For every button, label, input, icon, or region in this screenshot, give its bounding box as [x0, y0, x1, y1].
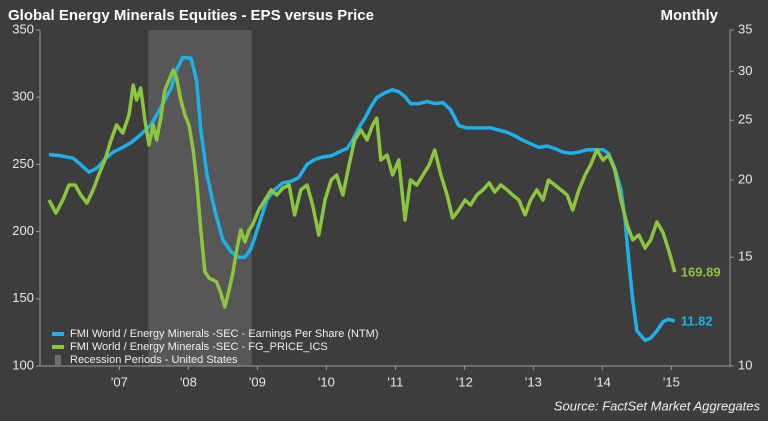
end-value-label: 11.82: [681, 314, 713, 329]
legend-label: Recession Periods - United States: [70, 354, 238, 366]
end-value-label: 169.89: [681, 265, 721, 280]
x-tick-label: '13: [525, 374, 542, 389]
y-tick-label: 250: [12, 156, 34, 171]
y-tick-label: 100: [12, 357, 34, 372]
series-line: [48, 55, 676, 343]
x-tick-label: '08: [180, 374, 197, 389]
legend-label: FMI World / Energy Minerals -SEC - FG_PR…: [70, 341, 328, 353]
y-tick-label: 150: [12, 290, 34, 305]
y-tick-label: 350: [12, 21, 34, 36]
legend-swatch: [52, 345, 64, 349]
legend-swatch: [55, 355, 61, 365]
y2-tick-label: 25: [738, 112, 752, 127]
y2-tick-label: 15: [738, 249, 752, 264]
source: Source: FactSet Market Aggregates: [554, 398, 761, 413]
plot-area: 100 150 200 250 300 350 10 15 20 25 30 35 '07 '08 '09 '…: [12, 21, 752, 389]
x-tick-label: '07: [111, 374, 128, 389]
legend-swatch: [52, 332, 64, 336]
chart-subtitle: Monthly: [661, 7, 719, 24]
x-tick-label: '15: [663, 374, 680, 389]
x-tick-label: '11: [387, 374, 403, 389]
x-tick-label: '10: [318, 374, 335, 389]
x-tick-label: '12: [456, 374, 473, 389]
y-tick-label: 200: [12, 223, 34, 238]
x-tick-label: '09: [249, 374, 266, 389]
y-tick-label: 300: [12, 89, 34, 104]
y2-tick-label: 10: [738, 357, 752, 372]
y2-tick-label: 30: [738, 63, 752, 78]
chart-title: Global Energy Minerals Equities - EPS ve…: [8, 7, 374, 24]
y2-tick-label: 35: [738, 21, 752, 36]
recession-band: [148, 30, 252, 366]
x-tick-label: '14: [594, 374, 611, 389]
series-line: [47, 68, 677, 309]
legend-label: FMI World / Energy Minerals -SEC - Earni…: [70, 328, 378, 340]
y2-tick-label: 20: [738, 172, 752, 187]
